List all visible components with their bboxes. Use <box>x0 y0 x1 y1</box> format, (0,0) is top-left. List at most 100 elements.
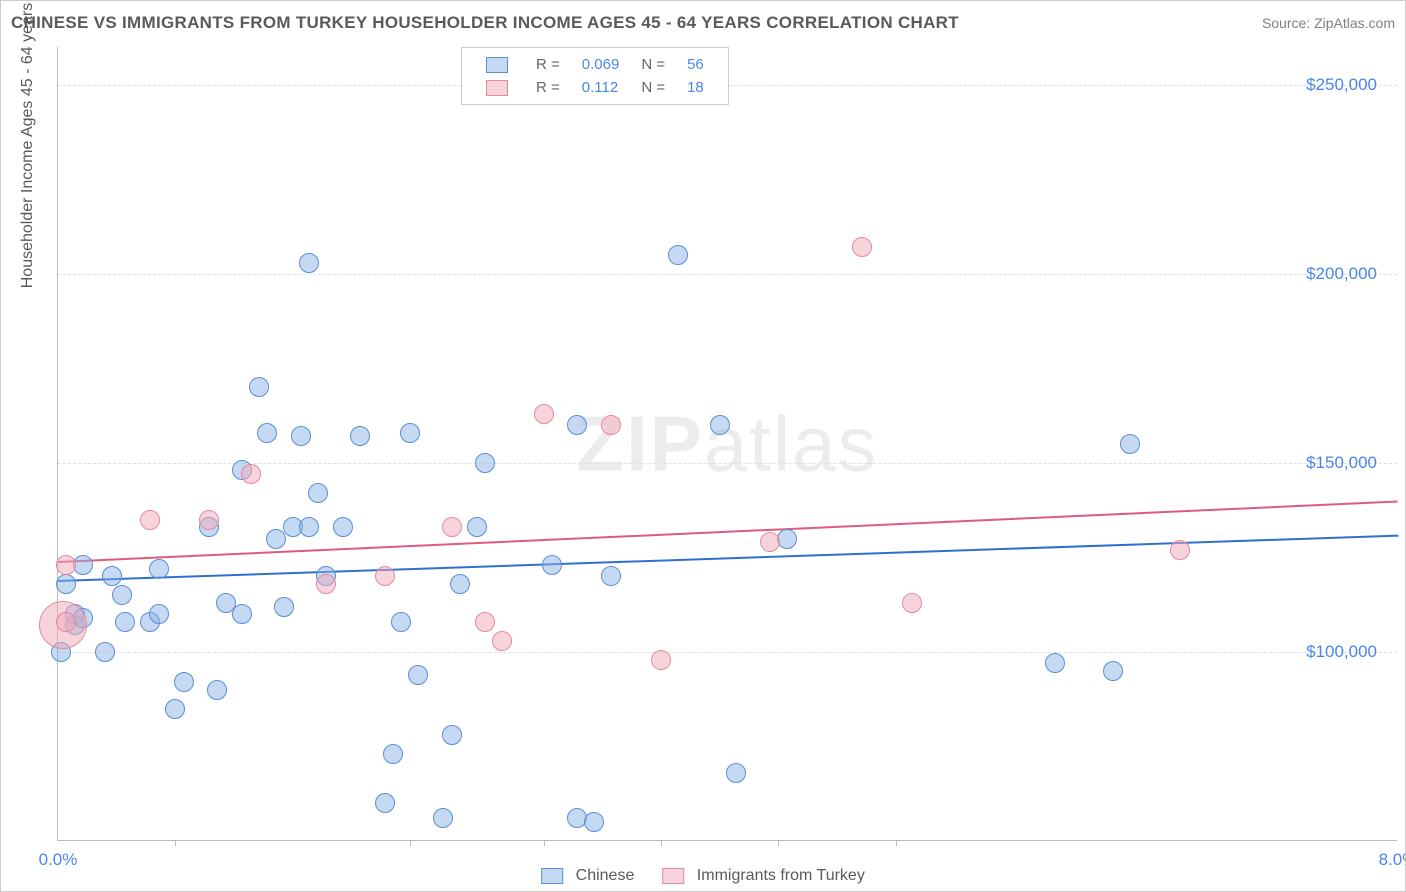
gridline <box>58 463 1397 464</box>
scatter-point <box>241 464 261 484</box>
n-label: N = <box>631 77 675 98</box>
r-value: 0.112 <box>572 77 630 98</box>
scatter-point <box>433 808 453 828</box>
x-tick-mark <box>661 840 662 846</box>
legend-label-chinese: Chinese <box>576 867 635 884</box>
n-value: 56 <box>677 54 714 75</box>
scatter-point <box>777 529 797 549</box>
scatter-point <box>852 237 872 257</box>
scatter-point <box>199 510 219 530</box>
scatter-point <box>165 699 185 719</box>
x-tick-mark <box>544 840 545 846</box>
chart-container: CHINESE VS IMMIGRANTS FROM TURKEY HOUSEH… <box>0 0 1406 892</box>
scatter-point <box>1045 653 1065 673</box>
scatter-point <box>95 642 115 662</box>
scatter-point <box>542 555 562 575</box>
scatter-point <box>383 744 403 764</box>
scatter-point <box>668 245 688 265</box>
chart-title: CHINESE VS IMMIGRANTS FROM TURKEY HOUSEH… <box>11 13 959 33</box>
y-tick-label: $150,000 <box>1306 453 1377 473</box>
scatter-point <box>442 517 462 537</box>
r-value: 0.069 <box>572 54 630 75</box>
x-tick-mark <box>896 840 897 846</box>
scatter-point <box>1103 661 1123 681</box>
scatter-point <box>584 812 604 832</box>
scatter-point <box>140 510 160 530</box>
gridline <box>58 274 1397 275</box>
correlation-legend: R =0.069N =56R =0.112N =18 <box>461 47 729 105</box>
legend-label-turkey: Immigrants from Turkey <box>697 867 865 884</box>
legend-swatch-turkey <box>662 868 684 884</box>
scatter-point <box>174 672 194 692</box>
y-tick-label: $250,000 <box>1306 75 1377 95</box>
scatter-point <box>257 423 277 443</box>
scatter-point <box>475 612 495 632</box>
legend-swatch-chinese <box>541 868 563 884</box>
scatter-point <box>475 453 495 473</box>
y-axis-label: Householder Income Ages 45 - 64 years <box>19 3 37 289</box>
scatter-point <box>299 253 319 273</box>
scatter-point <box>56 574 76 594</box>
scatter-point <box>400 423 420 443</box>
scatter-point <box>442 725 462 745</box>
scatter-point <box>726 763 746 783</box>
scatter-point <box>760 532 780 552</box>
n-label: N = <box>631 54 675 75</box>
scatter-point <box>902 593 922 613</box>
n-value: 18 <box>677 77 714 98</box>
scatter-point <box>408 665 428 685</box>
scatter-point <box>651 650 671 670</box>
scatter-point <box>316 574 336 594</box>
scatter-point <box>56 612 76 632</box>
x-tick-mark <box>175 840 176 846</box>
scatter-point <box>391 612 411 632</box>
scatter-point <box>450 574 470 594</box>
scatter-point <box>291 426 311 446</box>
watermark-bold: ZIP <box>576 399 703 487</box>
scatter-point <box>375 566 395 586</box>
scatter-point <box>115 612 135 632</box>
source-label: Source: ZipAtlas.com <box>1262 15 1395 31</box>
scatter-point <box>308 483 328 503</box>
scatter-point <box>375 793 395 813</box>
scatter-point <box>249 377 269 397</box>
y-tick-label: $200,000 <box>1306 264 1377 284</box>
scatter-point <box>232 604 252 624</box>
scatter-point <box>112 585 132 605</box>
x-tick-label: 8.0% <box>1379 850 1406 870</box>
scatter-point <box>534 404 554 424</box>
x-tick-mark <box>778 840 779 846</box>
x-tick-mark <box>410 840 411 846</box>
scatter-point <box>207 680 227 700</box>
trend-line <box>58 501 1398 563</box>
scatter-point <box>274 597 294 617</box>
scatter-point <box>567 415 587 435</box>
scatter-point <box>102 566 122 586</box>
r-label: R = <box>526 77 570 98</box>
scatter-point <box>1170 540 1190 560</box>
title-bar: CHINESE VS IMMIGRANTS FROM TURKEY HOUSEH… <box>11 9 1395 37</box>
y-tick-label: $100,000 <box>1306 642 1377 662</box>
scatter-point <box>149 559 169 579</box>
scatter-point <box>710 415 730 435</box>
gridline <box>58 652 1397 653</box>
trend-line <box>58 535 1398 582</box>
scatter-point <box>56 555 76 575</box>
legend-swatch <box>486 80 508 96</box>
scatter-point <box>467 517 487 537</box>
scatter-point <box>333 517 353 537</box>
scatter-point <box>601 566 621 586</box>
x-tick-label: 0.0% <box>39 850 78 870</box>
plot-area: ZIPatlas $100,000 $150,000 $200,000 $250,00… <box>57 47 1397 841</box>
scatter-point <box>492 631 512 651</box>
legend-item-chinese: Chinese <box>541 867 634 885</box>
legend-bottom: Chinese Immigrants from Turkey <box>541 867 865 885</box>
scatter-point <box>149 604 169 624</box>
watermark-rest: atlas <box>704 399 879 487</box>
watermark: ZIPatlas <box>576 398 878 489</box>
scatter-point <box>350 426 370 446</box>
scatter-point <box>601 415 621 435</box>
scatter-point <box>299 517 319 537</box>
scatter-point <box>1120 434 1140 454</box>
legend-item-turkey: Immigrants from Turkey <box>662 867 864 885</box>
